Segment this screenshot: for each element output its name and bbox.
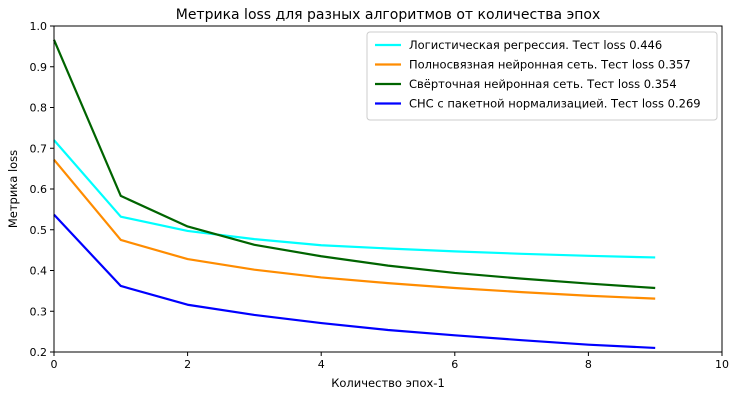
series-line-0 xyxy=(53,139,656,259)
y-axis-label: Метрика loss xyxy=(6,150,20,228)
legend-entry-1: Полносвязная нейронная сеть. Тест loss 0… xyxy=(409,58,691,72)
series-line-2 xyxy=(52,39,656,290)
y-tick-label: 0.8 xyxy=(30,102,48,115)
y-tick-label: 0.4 xyxy=(30,265,48,278)
y-tick-label: 0.7 xyxy=(30,142,48,155)
x-tick-label: 0 xyxy=(51,358,58,371)
y-tick-label: 0.2 xyxy=(30,346,48,359)
legend-box xyxy=(366,31,718,121)
x-tick-label: 8 xyxy=(585,358,592,371)
chart-title: Метрика loss для разных алгоритмов от ко… xyxy=(176,7,601,23)
x-tick-label: 6 xyxy=(451,358,458,371)
y-tick-label: 0.3 xyxy=(30,305,48,318)
y-tick-label: 0.6 xyxy=(30,183,48,196)
legend-entry-3: СНС с пакетной нормализацией. Тест loss … xyxy=(409,97,701,111)
x-tick-label: 4 xyxy=(318,358,325,371)
series-line-3 xyxy=(53,213,656,350)
legend-entry-0: Логистическая регрессия. Тест loss 0.446 xyxy=(409,38,662,52)
legend: Логистическая регрессия. Тест loss 0.446… xyxy=(366,31,718,121)
series-line-1 xyxy=(53,158,656,300)
plot-area: 0 2 4 6 8 10 0.2 0.3 0.4 0.5 0.6 0.7 0.8 0.9 1.0 xyxy=(30,20,730,371)
y-tick-label: 0.9 xyxy=(30,61,48,74)
y-tick-label: 1.0 xyxy=(30,20,48,33)
x-axis-label: Количество эпох-1 xyxy=(331,376,445,390)
x-tick-label: 10 xyxy=(715,358,729,371)
legend-entry-2: Свёрточная нейронная сеть. Тест loss 0.3… xyxy=(409,77,677,91)
y-tick-label: 0.5 xyxy=(30,224,48,237)
x-tick-label: 2 xyxy=(184,358,191,371)
